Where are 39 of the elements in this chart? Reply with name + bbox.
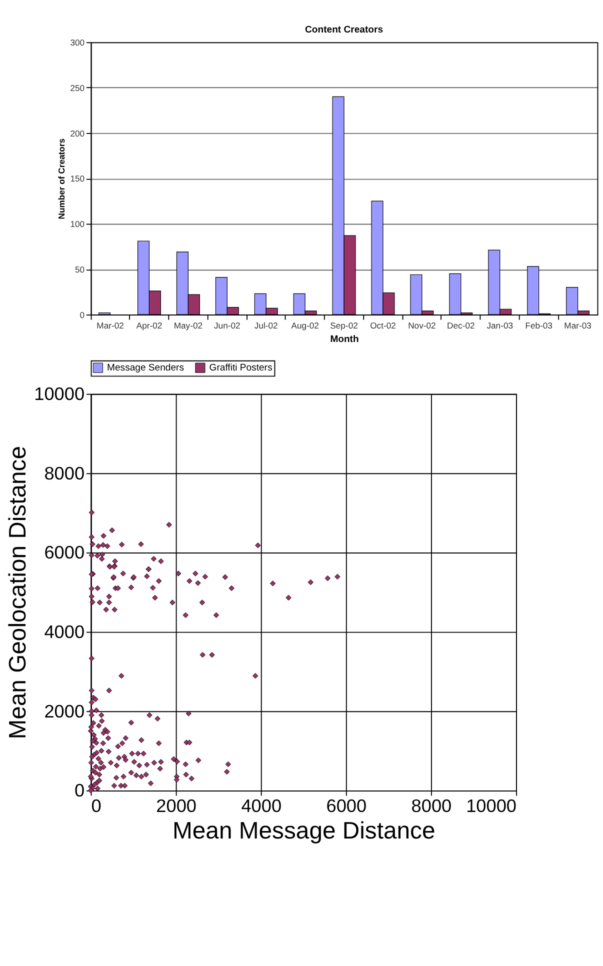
y-tick-label: 250 (70, 82, 85, 93)
x-tick-label: 0 (91, 796, 102, 816)
y-axis-title: Number of Creators (56, 138, 66, 220)
legend-label: Message Senders (107, 362, 184, 374)
y-tick-label: 100 (70, 219, 85, 230)
x-tick-label: 6000 (326, 796, 367, 816)
x-tick-label: 4000 (241, 796, 282, 816)
x-tick-label: Mar-03 (564, 320, 592, 330)
x-tick-label: Nov-02 (408, 320, 436, 330)
y-tick-label: 8000 (44, 463, 85, 484)
legend-label: Graffiti Posters (209, 362, 272, 374)
y-tick-label: 4000 (44, 622, 85, 642)
x-axis-title: Mean Message Distance (172, 818, 436, 845)
x-axis-title: Month (330, 334, 359, 345)
x-tick-label: 2000 (156, 796, 196, 816)
y-tick-label: 0 (74, 780, 85, 801)
x-tick-label: Sep-02 (330, 320, 358, 330)
x-tick-label: May-02 (174, 320, 203, 330)
x-tick-label: Dec-02 (447, 320, 475, 330)
x-tick-label: Jul-02 (254, 320, 278, 330)
y-tick-label: 2000 (44, 701, 85, 722)
x-tick-label: 8000 (411, 796, 452, 816)
y-axis-title: Mean Geolocation Distance (4, 446, 32, 740)
x-tick-label: Jan-03 (486, 320, 514, 330)
x-tick-label: Jun-02 (214, 320, 240, 330)
x-tick-label: Apr-02 (136, 320, 162, 330)
chart-title: Content Creators (305, 24, 384, 36)
y-tick-label: 50 (75, 264, 85, 274)
y-tick-label: 6000 (44, 542, 85, 563)
y-tick-label: 200 (70, 128, 85, 138)
x-tick-label: Oct-02 (370, 320, 396, 330)
x-tick-label: 10000 (466, 796, 517, 816)
x-tick-label: Mar-02 (96, 320, 124, 330)
x-tick-label: Feb-03 (525, 320, 553, 330)
y-tick-label: 300 (70, 38, 85, 48)
x-tick-label: Aug-02 (291, 320, 320, 330)
y-tick-label: 10000 (34, 384, 85, 404)
y-tick-label: 0 (80, 310, 85, 320)
y-tick-label: 150 (70, 174, 85, 184)
